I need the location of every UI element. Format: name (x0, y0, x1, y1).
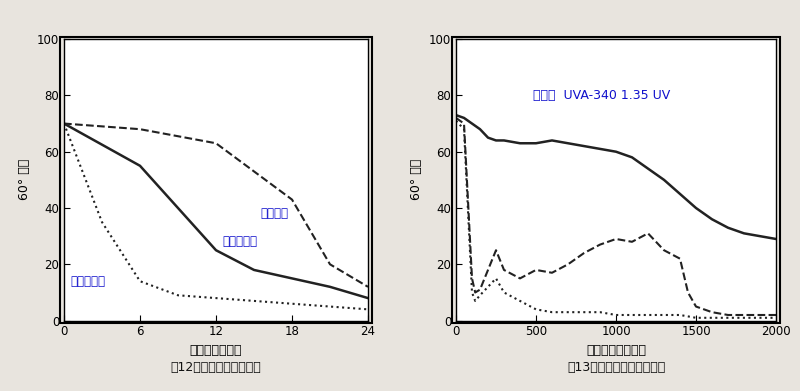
X-axis label: 曝晒时间（小时）: 曝晒时间（小时） (586, 344, 646, 357)
Text: 只进行  UVA-340 1.35 UV: 只进行 UVA-340 1.35 UV (533, 89, 670, 102)
Text: 俨亥俨州: 俨亥俨州 (260, 207, 288, 220)
X-axis label: 曝晒时间（月）: 曝晒时间（月） (190, 344, 242, 357)
Text: 亚利桑那州: 亚利桑那州 (222, 235, 258, 248)
Y-axis label: 60° 光泽: 60° 光泽 (18, 159, 31, 201)
Text: 图13－聚氨酯、实验室老化: 图13－聚氨酯、实验室老化 (567, 361, 665, 375)
Text: 图12－聚氨酯、户外老化: 图12－聚氨酯、户外老化 (170, 361, 262, 375)
Text: 佛罗里达州: 佛罗里达州 (70, 275, 106, 288)
Y-axis label: 60° 光泽: 60° 光泽 (410, 159, 423, 201)
